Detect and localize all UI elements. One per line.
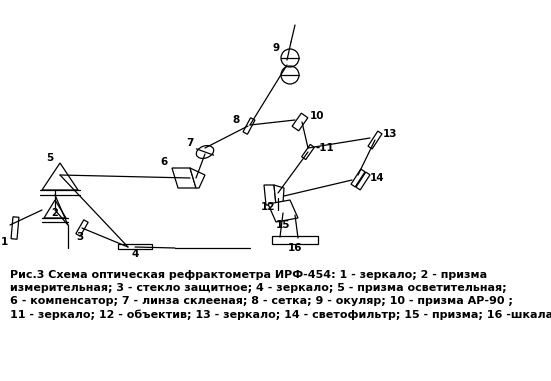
Text: 8: 8	[233, 115, 240, 125]
Text: 2: 2	[52, 208, 58, 218]
Text: 3: 3	[77, 232, 84, 242]
Polygon shape	[268, 200, 298, 222]
Text: 12: 12	[261, 202, 276, 212]
Text: 15: 15	[276, 220, 290, 230]
Text: Рис.3 Схема оптическая рефрактометра ИРФ-454: 1 - зеркало; 2 - призма: Рис.3 Схема оптическая рефрактометра ИРФ…	[10, 270, 487, 280]
Text: 13: 13	[383, 129, 397, 139]
Polygon shape	[42, 163, 78, 190]
Text: 6 - компенсатор; 7 - линза склееная; 8 - сетка; 9 - окуляр; 10 - призма АР-90 ;: 6 - компенсатор; 7 - линза склееная; 8 -…	[10, 296, 513, 306]
Text: 4: 4	[131, 249, 139, 259]
Polygon shape	[274, 185, 284, 205]
Polygon shape	[44, 200, 66, 218]
Text: измерительная; 3 - стекло защитное; 4 - зеркало; 5 - призма осветительная;: измерительная; 3 - стекло защитное; 4 - …	[10, 283, 506, 293]
Text: 14: 14	[370, 173, 385, 183]
Polygon shape	[272, 236, 318, 244]
Text: 16: 16	[288, 243, 302, 253]
Polygon shape	[76, 220, 88, 236]
Polygon shape	[118, 244, 152, 249]
Polygon shape	[243, 118, 255, 134]
Text: -11: -11	[316, 143, 335, 153]
Text: 7: 7	[187, 138, 194, 148]
Polygon shape	[264, 185, 276, 205]
Text: 6: 6	[161, 157, 168, 167]
Polygon shape	[356, 172, 370, 190]
Text: 1: 1	[1, 237, 8, 247]
Polygon shape	[368, 131, 382, 149]
Polygon shape	[292, 113, 308, 131]
Polygon shape	[11, 217, 19, 239]
Text: 9: 9	[273, 43, 280, 53]
Polygon shape	[190, 168, 205, 188]
Ellipse shape	[196, 146, 214, 158]
Polygon shape	[172, 168, 196, 188]
Text: 10: 10	[310, 111, 325, 121]
Text: 5: 5	[46, 153, 53, 163]
Text: 11 - зеркало; 12 - объектив; 13 - зеркало; 14 - светофильтр; 15 - призма; 16 -шк: 11 - зеркало; 12 - объектив; 13 - зеркал…	[10, 309, 551, 320]
Polygon shape	[301, 144, 315, 160]
Polygon shape	[351, 169, 365, 187]
